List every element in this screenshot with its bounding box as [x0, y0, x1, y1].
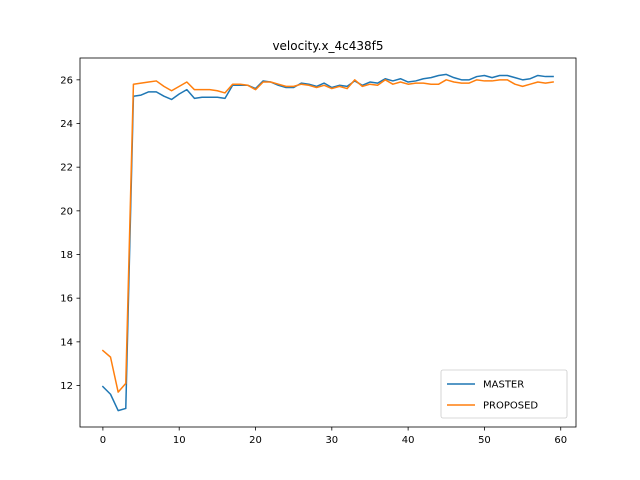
series-layer [101, 73, 554, 412]
x-tick-label: 0 [100, 435, 106, 446]
y-tick-label: 16 [60, 294, 73, 305]
legend: MASTER PROPOSED [440, 369, 568, 419]
x-tick-label: 30 [325, 435, 338, 446]
y-tick-label: 24 [60, 119, 73, 130]
y-tick-label: 26 [60, 75, 73, 86]
x-axis: 0 10 20 30 40 50 60 [100, 427, 567, 446]
y-tick-label: 22 [60, 163, 73, 174]
legend-box [440, 369, 568, 419]
y-axis: 12 14 16 18 20 22 24 26 [60, 75, 80, 392]
x-tick-label: 20 [249, 435, 262, 446]
series-line-master [101, 73, 554, 412]
x-tick-label: 50 [478, 435, 491, 446]
legend-label-proposed: PROPOSED [483, 401, 538, 412]
chart-title: velocity.x_4c438f5 [272, 39, 383, 53]
x-tick-label: 40 [402, 435, 415, 446]
x-tick-label: 60 [554, 435, 567, 446]
legend-label-master: MASTER [483, 380, 524, 391]
series-line-proposed [101, 79, 554, 393]
x-tick-label: 10 [173, 435, 186, 446]
y-tick-label: 12 [60, 381, 73, 392]
y-tick-label: 18 [60, 250, 73, 261]
plot-area-frame [79, 57, 577, 428]
y-tick-label: 14 [60, 337, 73, 348]
y-tick-label: 20 [60, 206, 73, 217]
